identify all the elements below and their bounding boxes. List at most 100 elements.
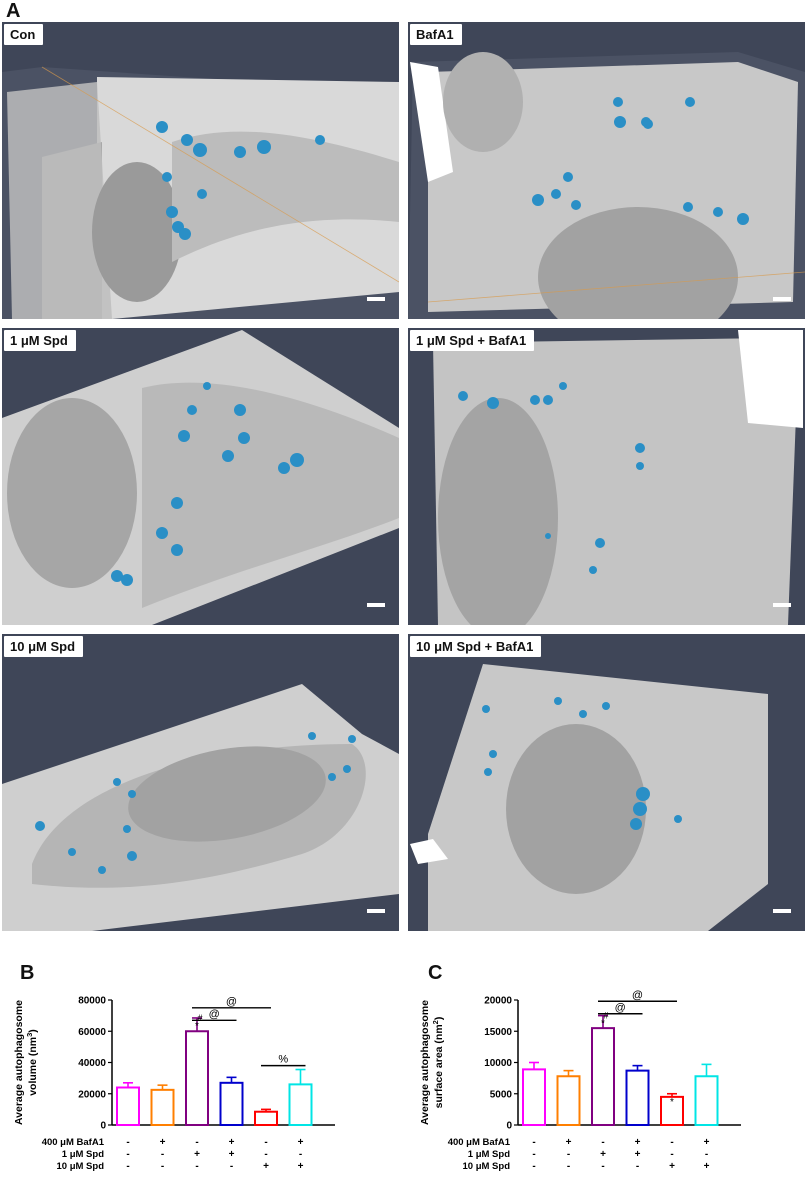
condition-sign: -: [126, 1161, 129, 1172]
scale-bar: [367, 909, 385, 913]
condition-sign: -: [195, 1161, 198, 1172]
panel-letter-c: C: [428, 962, 443, 984]
micrograph-1um-spd-bafa1: 1 μM Spd + BafA1: [408, 328, 805, 625]
micrograph-label: 10 μM Spd + BafA1: [410, 636, 542, 657]
condition-sign: -: [567, 1149, 570, 1160]
bar: [694, 1075, 719, 1126]
y-tick-label: 0: [506, 1121, 512, 1132]
condition-sign: -: [705, 1149, 708, 1160]
condition-sign: -: [532, 1149, 535, 1160]
micrograph-10um-spd: 10 μM Spd: [2, 634, 399, 931]
scale-bar: [367, 603, 385, 607]
condition-sign: -: [126, 1137, 129, 1148]
condition-sign: +: [160, 1137, 166, 1148]
bracket-label: @: [209, 1008, 220, 1020]
micrograph-con-image: [2, 66, 399, 319]
bar: [219, 1081, 244, 1126]
condition-sign: -: [161, 1149, 164, 1160]
condition-sign: +: [194, 1149, 200, 1160]
micrograph-label: 1 μM Spd: [4, 330, 76, 351]
condition-sign: +: [298, 1161, 304, 1172]
significance-mark: *: [670, 1097, 674, 1108]
condition-sign: -: [670, 1149, 673, 1160]
micrograph-10um-spd-bafa1: 10 μM Spd + BafA1: [408, 634, 805, 931]
micrograph-label: 1 μM Spd + BafA1: [410, 330, 535, 351]
y-axis-label: Average autophagosome surface area (nm2): [419, 1000, 445, 1125]
micrograph-label: Con: [4, 24, 44, 45]
bar: [522, 1068, 546, 1126]
y-tick-label: 20000: [484, 996, 512, 1007]
bar: [150, 1088, 175, 1126]
bar-chart-volume: Average autophagosome volume (nm3) 0 20000 4…: [13, 996, 335, 1172]
bar-chart-surface-area: Average autophagosome surface area (nm2) 0…: [419, 989, 741, 1172]
condition-label: 10 μM Spd: [462, 1161, 510, 1172]
significance-mark: *: [601, 1019, 605, 1030]
scale-bar: [367, 297, 385, 301]
micrograph-10um-spd-bafa1-image: [410, 664, 768, 931]
bar: [185, 1030, 209, 1126]
condition-label: 1 μM Spd: [62, 1149, 104, 1160]
bracket-label: @: [226, 996, 237, 1008]
condition-sign: +: [635, 1137, 641, 1148]
condition-label: 400 μM BafA1: [42, 1137, 105, 1148]
condition-sign: -: [636, 1161, 639, 1172]
y-axis-label: Average autophagosome volume (nm3): [13, 1000, 39, 1125]
panel-letter-b: B: [20, 962, 35, 984]
condition-sign: -: [532, 1137, 535, 1148]
micrograph-bafa1-image: [408, 52, 805, 319]
bracket-label: %: [278, 1054, 288, 1066]
condition-sign: +: [298, 1137, 304, 1148]
micrograph-10um-spd-image: [2, 684, 399, 931]
condition-sign: +: [669, 1161, 675, 1172]
panel-letter-a: A: [6, 0, 21, 22]
condition-sign: +: [635, 1149, 641, 1160]
condition-sign: -: [195, 1137, 198, 1148]
condition-sign: -: [161, 1161, 164, 1172]
condition-sign: -: [126, 1149, 129, 1160]
significance-mark: #: [603, 1011, 608, 1021]
micrograph-1um-spd: 1 μM Spd: [2, 328, 399, 625]
micrograph-bafa1: BafA1: [408, 22, 805, 319]
y-tick-label: 0: [100, 1121, 106, 1132]
condition-sign: -: [670, 1137, 673, 1148]
micrograph-1um-spd-image: [2, 330, 399, 625]
scale-bar: [773, 909, 791, 913]
y-tick-label: 40000: [78, 1058, 106, 1069]
condition-label: 10 μM Spd: [56, 1161, 104, 1172]
micrograph-1um-spd-bafa1-image: [433, 330, 803, 625]
micrograph-label: BafA1: [410, 24, 462, 45]
condition-sign: +: [229, 1149, 235, 1160]
condition-sign: +: [704, 1137, 710, 1148]
bar: [591, 1027, 615, 1126]
y-tick-label: 60000: [78, 1027, 106, 1038]
condition-sign: +: [566, 1137, 572, 1148]
condition-sign: -: [601, 1137, 604, 1148]
condition-sign: -: [567, 1161, 570, 1172]
condition-sign: +: [263, 1161, 269, 1172]
condition-sign: -: [230, 1161, 233, 1172]
condition-label: 400 μM BafA1: [448, 1137, 511, 1148]
micrograph-label: 10 μM Spd: [4, 636, 84, 657]
condition-sign: +: [229, 1137, 235, 1148]
condition-sign: +: [600, 1149, 606, 1160]
y-tick-label: 15000: [484, 1027, 512, 1038]
condition-sign: -: [532, 1161, 535, 1172]
bar: [116, 1086, 140, 1126]
condition-label: 1 μM Spd: [468, 1149, 510, 1160]
y-tick-label: 80000: [78, 996, 106, 1007]
bar: [556, 1075, 581, 1126]
condition-sign: +: [704, 1161, 710, 1172]
significance-mark: #: [197, 1013, 202, 1023]
bar: [254, 1110, 278, 1126]
bar: [288, 1083, 313, 1126]
y-tick-label: 20000: [78, 1089, 106, 1100]
y-tick-label: 5000: [490, 1089, 513, 1100]
significance-mark: *: [195, 1021, 199, 1032]
condition-sign: -: [601, 1161, 604, 1172]
y-tick-label: 10000: [484, 1058, 512, 1069]
scale-bar: [773, 603, 791, 607]
scale-bar: [773, 297, 791, 301]
bar: [625, 1069, 650, 1126]
condition-sign: -: [264, 1149, 267, 1160]
bracket-label: @: [632, 989, 643, 1001]
